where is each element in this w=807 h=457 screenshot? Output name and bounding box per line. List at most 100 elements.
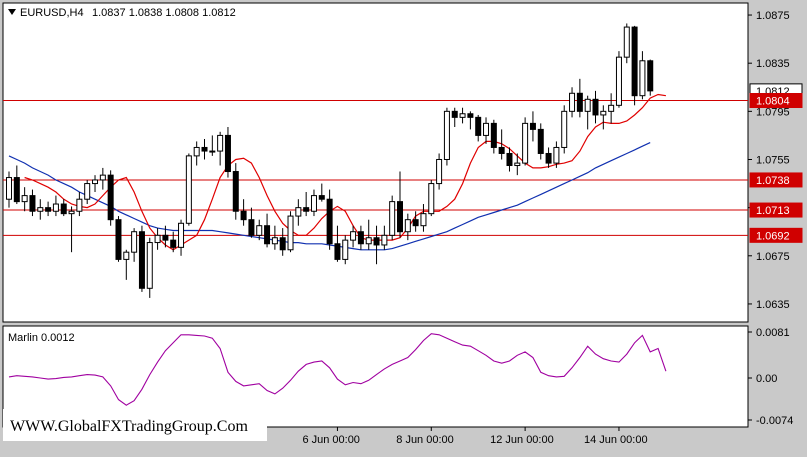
fast-moving-average [24,93,666,251]
candle-body [389,201,396,236]
level-price-tag-label: 1.0804 [756,96,790,108]
candle [170,231,177,253]
indicator-label: Marlin 0.0012 [8,332,75,344]
candle [76,191,83,217]
candle [600,105,607,130]
candle [475,114,482,142]
candle [310,189,317,217]
candle-body [451,110,458,118]
candle [592,90,599,124]
candle-body [138,231,145,289]
candle [21,187,28,212]
candle-body [6,177,12,200]
candle-body [381,234,388,246]
candle-body [131,231,138,253]
candle-body [459,113,466,118]
candle [389,195,396,241]
candle [459,107,466,124]
candle [639,51,646,100]
candle-body [412,219,419,227]
candle [279,228,286,256]
candle-body [224,134,231,173]
candle [123,249,130,280]
candle [529,111,536,142]
candle-body [576,92,583,112]
candle-body [436,158,443,185]
candle-body [295,207,302,217]
level-price-tag [749,172,803,188]
candle-body [45,207,52,212]
candle-body [271,237,278,245]
candle-body [92,179,99,185]
candle [483,117,490,144]
candle-body [178,222,185,248]
candle-body [467,113,474,118]
time-axis: 6 Jun 00:00 8 Jun 00:00 12 Jun 00:00 14 Jun… [302,427,648,446]
candle [522,117,529,166]
candle [647,59,654,96]
marlin-line [8,333,667,406]
candle [584,95,591,130]
candle [68,206,75,253]
candle [45,201,52,217]
candle [334,225,341,262]
candle-body [522,122,529,164]
candle [350,225,357,248]
candle [37,199,44,220]
candle-body [232,171,239,212]
watermark-text: WWW.GlobalFXTradingGroup.Com [10,418,248,435]
candle-body [404,219,411,233]
candle [13,165,20,205]
fast-ma-line [24,93,666,251]
candle-body [639,60,646,97]
candle [99,167,106,190]
candle [209,135,216,156]
candle-body [256,225,263,236]
candle [436,153,443,190]
candle [342,235,349,265]
candle-body [326,198,333,245]
candle-body [592,98,599,116]
candle-body [209,150,216,153]
candle-body [248,219,255,236]
candle-body [561,110,568,148]
candle-body [498,146,505,154]
candle-body [162,234,169,241]
candle-body [303,207,310,212]
candle [131,228,138,262]
candle-body [569,92,576,112]
candle [451,107,458,127]
candle [545,147,552,168]
level-price-tag-label: 1.0713 [756,205,790,217]
candle-body [123,251,130,260]
level-price-tag-label: 1.0738 [756,175,790,187]
candle-body [506,152,513,167]
candle-body [13,177,20,203]
candle [506,147,513,172]
candle-body [279,237,286,251]
candle-body [608,104,615,112]
price-tick-label: 1.0795 [756,106,790,118]
symbol-menu-triangle-icon[interactable] [8,9,16,15]
candle-body [318,195,325,200]
candle [623,23,630,64]
candle [561,105,568,154]
candle [107,170,114,226]
candle [92,175,99,192]
candle-body [514,162,521,167]
candle-body [193,146,200,157]
candle-body [443,110,450,160]
candle-body [185,155,192,224]
candle [256,219,263,241]
candle-body [60,203,67,215]
indicator-tick-label: -0.0074 [756,415,793,427]
candle [326,189,333,250]
candle [52,195,59,217]
candle [569,87,576,118]
candle-body [350,231,357,241]
candle [287,211,294,253]
candle [412,211,419,232]
candle [397,171,403,238]
candle-body [115,219,122,260]
